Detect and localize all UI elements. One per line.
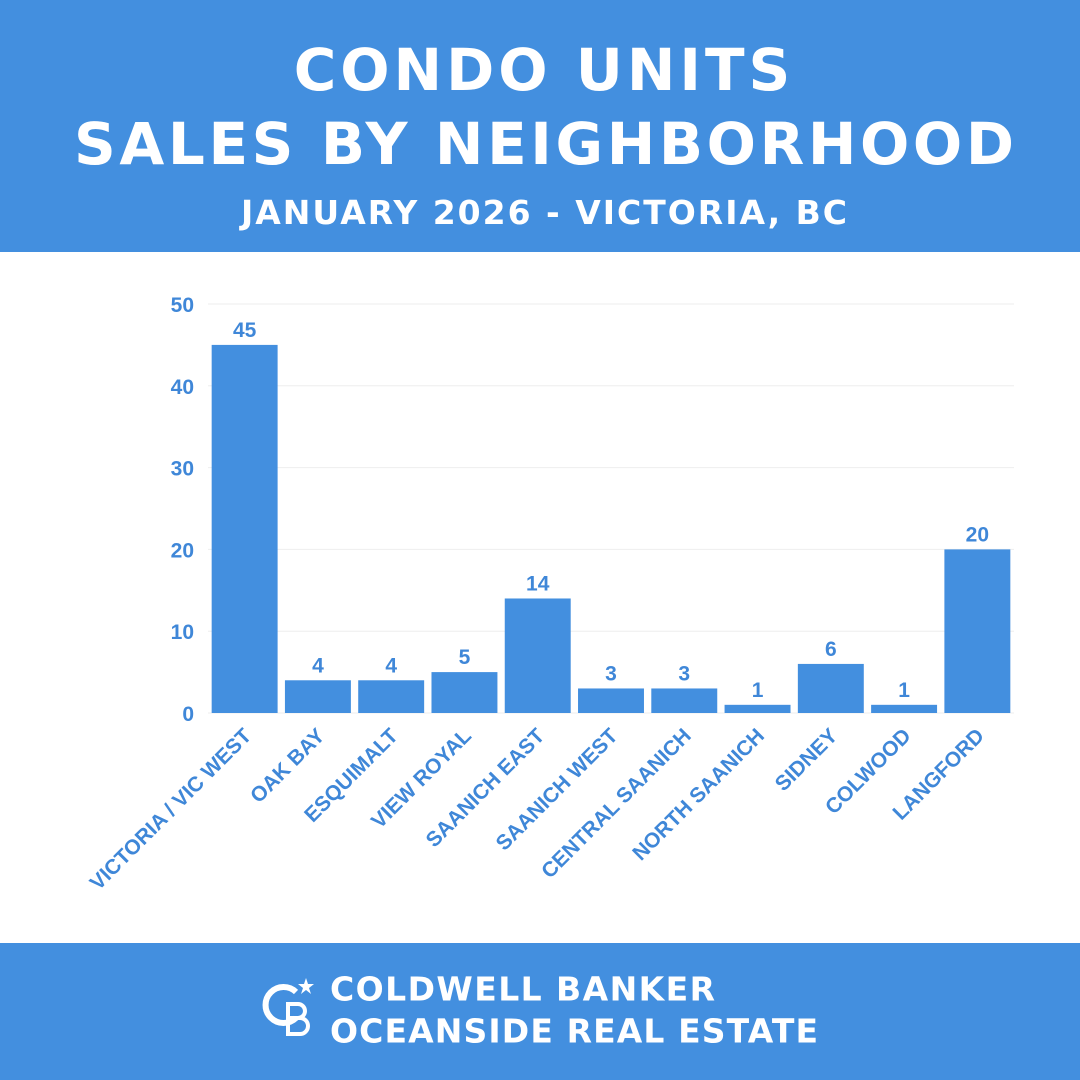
- header-band: [0, 0, 1080, 252]
- bar: [724, 704, 791, 713]
- bar: [431, 672, 498, 713]
- bar: [871, 704, 938, 713]
- value-label: 3: [678, 662, 690, 685]
- value-label: 45: [233, 319, 257, 342]
- y-tick-label: 10: [171, 621, 194, 644]
- value-label: 20: [966, 523, 989, 546]
- footer-band: [0, 943, 1080, 1080]
- logo: [262, 978, 314, 1036]
- chart-title: CONDO UNITS: [294, 36, 795, 104]
- value-label: 6: [825, 638, 837, 661]
- bar: [211, 344, 278, 713]
- value-label: 14: [526, 572, 550, 595]
- value-label: 1: [898, 679, 910, 702]
- x-tick-label: CENTRAL SAANICH: [537, 724, 696, 883]
- footer-text: OCEANSIDE REAL ESTATE: [330, 1012, 818, 1051]
- x-tick-label: VICTORIA / VIC WEST: [86, 724, 257, 895]
- bar: [578, 688, 644, 713]
- bar: [797, 663, 864, 713]
- bar: [358, 680, 425, 713]
- x-tick-label: NORTH SAANICH: [628, 724, 769, 865]
- y-tick-label: 20: [171, 539, 194, 562]
- bar: [651, 688, 718, 713]
- y-tick-label: 0: [182, 703, 194, 726]
- y-tick-label: 50: [171, 294, 194, 317]
- x-tick-label: SAANICH WEST: [492, 724, 623, 855]
- y-tick-label: 40: [171, 376, 194, 399]
- value-label: 4: [385, 654, 397, 677]
- bar: [944, 549, 1011, 713]
- value-label: 1: [752, 679, 764, 702]
- bar: [504, 598, 571, 713]
- bar: [284, 680, 351, 713]
- y-tick-label: 30: [171, 458, 194, 481]
- chart-title: SALES BY NEIGHBORHOOD: [74, 110, 1014, 178]
- value-label: 5: [459, 646, 471, 669]
- x-tick-label: SIDNEY: [771, 724, 843, 796]
- footer-text: COLDWELL BANKER: [330, 970, 715, 1009]
- chart-subtitle: JANUARY 2026 - VICTORIA, BC: [239, 193, 847, 232]
- value-label: 3: [605, 662, 617, 685]
- value-label: 4: [312, 654, 324, 677]
